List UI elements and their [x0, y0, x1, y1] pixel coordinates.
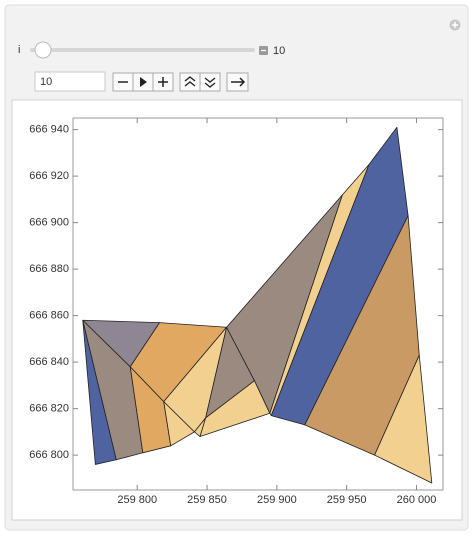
slower-icon — [204, 77, 216, 88]
x-tick-label: 259 850 — [187, 494, 227, 506]
faster-icon — [184, 76, 196, 87]
y-tick-label: 666 860 — [29, 310, 69, 322]
slider-track[interactable] — [30, 48, 255, 52]
plus-icon — [158, 77, 168, 87]
y-tick-label: 666 900 — [29, 217, 69, 229]
plot: 259 800 259 850 259 900 259 950 260 000 666 8… — [29, 117, 444, 506]
y-tick-label: 666 940 — [29, 124, 69, 136]
x-tick-label: 259 900 — [257, 494, 297, 506]
x-tick-label: 260 000 — [397, 494, 437, 506]
y-tick-label: 666 840 — [29, 356, 69, 368]
y-tick-label: 666 820 — [29, 403, 69, 415]
x-tick-label: 259 800 — [117, 494, 157, 506]
y-tick-label: 666 800 — [29, 449, 69, 461]
x-tick-label: 259 950 — [327, 494, 367, 506]
direction-icon — [231, 77, 246, 87]
slider-label: i — [18, 44, 20, 56]
slider-knob[interactable] — [34, 41, 52, 59]
value-input-text: 10 — [40, 76, 52, 88]
options-icon — [452, 22, 458, 28]
y-tick-label: 666 880 — [29, 263, 69, 275]
polygon — [374, 354, 433, 484]
play-icon — [140, 77, 147, 87]
y-tick-label: 666 920 — [29, 170, 69, 182]
plot-frame — [72, 117, 444, 491]
animation-buttons — [112, 72, 249, 92]
value-input[interactable] — [34, 71, 106, 92]
slider-value: 10 — [273, 45, 285, 57]
